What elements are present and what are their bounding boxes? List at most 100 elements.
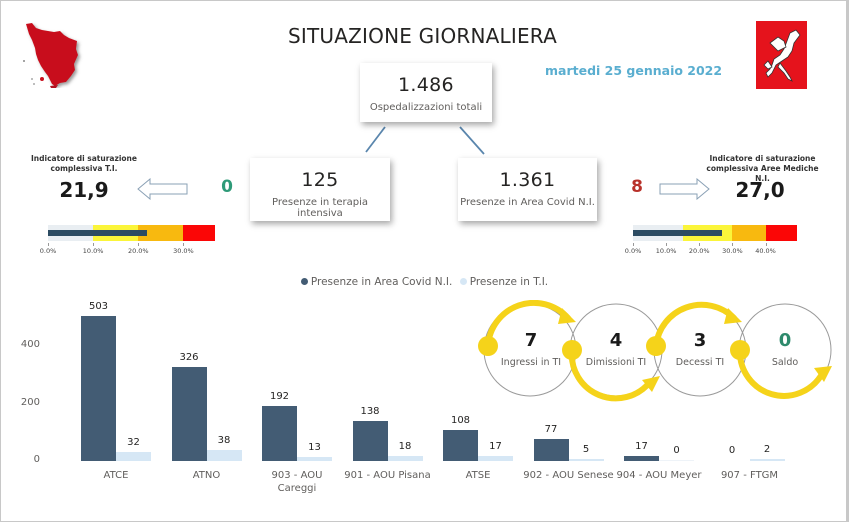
x-axis-category-label: 902 - AOU Senese [523,470,614,481]
kpi-value: 1.361 [499,169,556,191]
kpi-label: Presenze in terapia intensiva [271,197,369,219]
legend-item-ti[interactable]: Presenze in T.I. [459,276,548,288]
gauge-tick-label: 10.0% [655,247,677,255]
gauge-band [183,225,215,241]
ti-saturation-title: Indicatore di saturazione complessiva T.… [31,154,137,173]
bar-value-label: 138 [360,406,380,418]
bar[interactable] [352,421,388,461]
bar[interactable] [262,405,297,461]
gauge-tick [138,243,140,246]
ti-saturation-gauge: 0.0% 10.0% 20.0% 30.0% [40,225,215,255]
bar-value-label: 0 [728,445,736,456]
nm-saturation-title: Indicatore di saturazione complessiva Ar… [706,154,819,183]
bar-value-label: 17 [489,441,502,453]
bar[interactable] [297,457,332,461]
kpi-value: 125 [301,169,339,191]
kpi-card-total-hospitalizations: 1.486 Ospedalizzazioni totali [360,63,492,122]
bar-chart-presences-by-area: 0 200 400 503 32 ATCE 326 38 ATNO 192 13 903 - AOU C… [0,290,849,522]
bar[interactable] [443,429,478,461]
bar-value-label: 32 [127,436,140,448]
page-title: SITUAZIONE GIORNALIERA [288,24,557,48]
x-axis-category-label: 901 - AOU Pisana [344,470,431,481]
bar[interactable] [478,456,513,461]
kpi-value: 1.486 [398,74,454,96]
nm-saturation-value: 27,0 [735,178,785,202]
x-axis-category-label: ATNO [192,470,221,481]
gauge-tick-label: 0.0% [624,247,642,255]
saldo-label: Saldo [771,357,799,368]
bar-value-label: 503 [88,301,109,313]
gauge-tick [183,243,185,246]
saldo-value: 0 [778,330,792,351]
gauge-tick-label: 20.0% [127,247,149,255]
x-axis-category-label: ATSE [465,470,491,481]
bar[interactable] [81,316,116,461]
bar-value-label: 18 [398,440,412,452]
gauge-value-bar [48,230,147,236]
gauge-tick [666,243,668,246]
ti-delta-value: 0 [221,177,233,197]
bar-value-label: 2 [763,444,771,455]
x-axis-category-label: 904 - AOU Meyer [616,470,702,481]
bar[interactable] [568,459,604,461]
bar-value-label: 38 [217,435,231,447]
legend-item-covid-area[interactable]: Presenze in Area Covid N.I. [300,276,452,288]
nm-delta-value: 8 [631,177,643,197]
gauge-tick-label: 30.0% [173,247,194,255]
gauge-value-bar [633,230,723,236]
gauge-tick-label: 0.0% [39,247,57,255]
bar[interactable] [171,367,207,461]
bar-value-label: 77 [544,423,558,435]
gauge-tick [699,243,701,246]
decessi-ti-label: Decessi TI [675,357,725,368]
bar-value-label: 5 [582,444,590,455]
report-date: martedi 25 gennaio 2022 [545,63,723,78]
bar-value-label: 17 [635,441,648,453]
y-axis-tick-label: 0 [33,454,40,465]
ingressi-ti-value: 7 [524,330,538,351]
bar[interactable] [715,460,750,461]
bar[interactable] [624,456,659,461]
legend-dot-icon [459,278,467,285]
kpi-label: Ospedalizzazioni totali [369,102,483,113]
y-axis-tick-label: 200 [20,396,40,408]
kpi-label: Presenze in Area Covid N.I. [460,197,595,208]
gauge-band [732,225,766,241]
ti-flow-diagram [478,300,832,402]
bar[interactable] [533,438,569,461]
gauge-tick-label: 10.0% [82,247,104,255]
chart-legend: Presenze in Area Covid N.I. Presenze in … [0,276,849,288]
nm-saturation-gauge: 0.0% 10.0% 20.0% 30.0% 40.0% [625,225,797,255]
y-axis-tick-label: 400 [20,339,40,350]
tuscany-map-icon [18,18,84,90]
gauge-tick [732,243,734,246]
bar-value-label: 326 [179,352,199,364]
gauge-tick [633,243,634,246]
gauge-tick [93,243,95,246]
bar[interactable] [116,451,151,461]
gauge-band [138,225,184,241]
bar-value-label: 0 [673,445,680,456]
bar[interactable] [749,459,785,461]
pegasus-flag-icon [756,21,807,89]
bar-value-label: 108 [450,414,471,426]
bar[interactable] [206,450,242,461]
gauge-tick-label: 30.0% [722,247,743,255]
bar[interactable] [659,460,694,461]
ti-saturation-value: 21,9 [59,178,109,202]
bar-value-label: 13 [308,442,321,454]
gauge-band [765,225,797,241]
kpi-card-covid-area: 1.361 Presenze in Area Covid N.I. [458,158,597,221]
arrow-left-icon [137,178,188,200]
x-axis-category-label: 907 - FTGM [720,470,779,481]
bar[interactable] [387,455,423,461]
x-axis-category-label: 903 - AOU Careggi [271,470,323,494]
gauge-tick-label: 40.0% [755,247,776,255]
dimissioni-ti-label: Dimissioni TI [585,357,647,368]
ingressi-ti-label: Ingressi in TI [500,357,562,368]
decessi-ti-value: 3 [693,330,707,351]
bar-value-label: 192 [269,390,290,402]
arrow-right-icon [659,178,710,200]
gauge-tick-label: 20.0% [688,247,710,255]
legend-dot-icon [300,278,308,285]
